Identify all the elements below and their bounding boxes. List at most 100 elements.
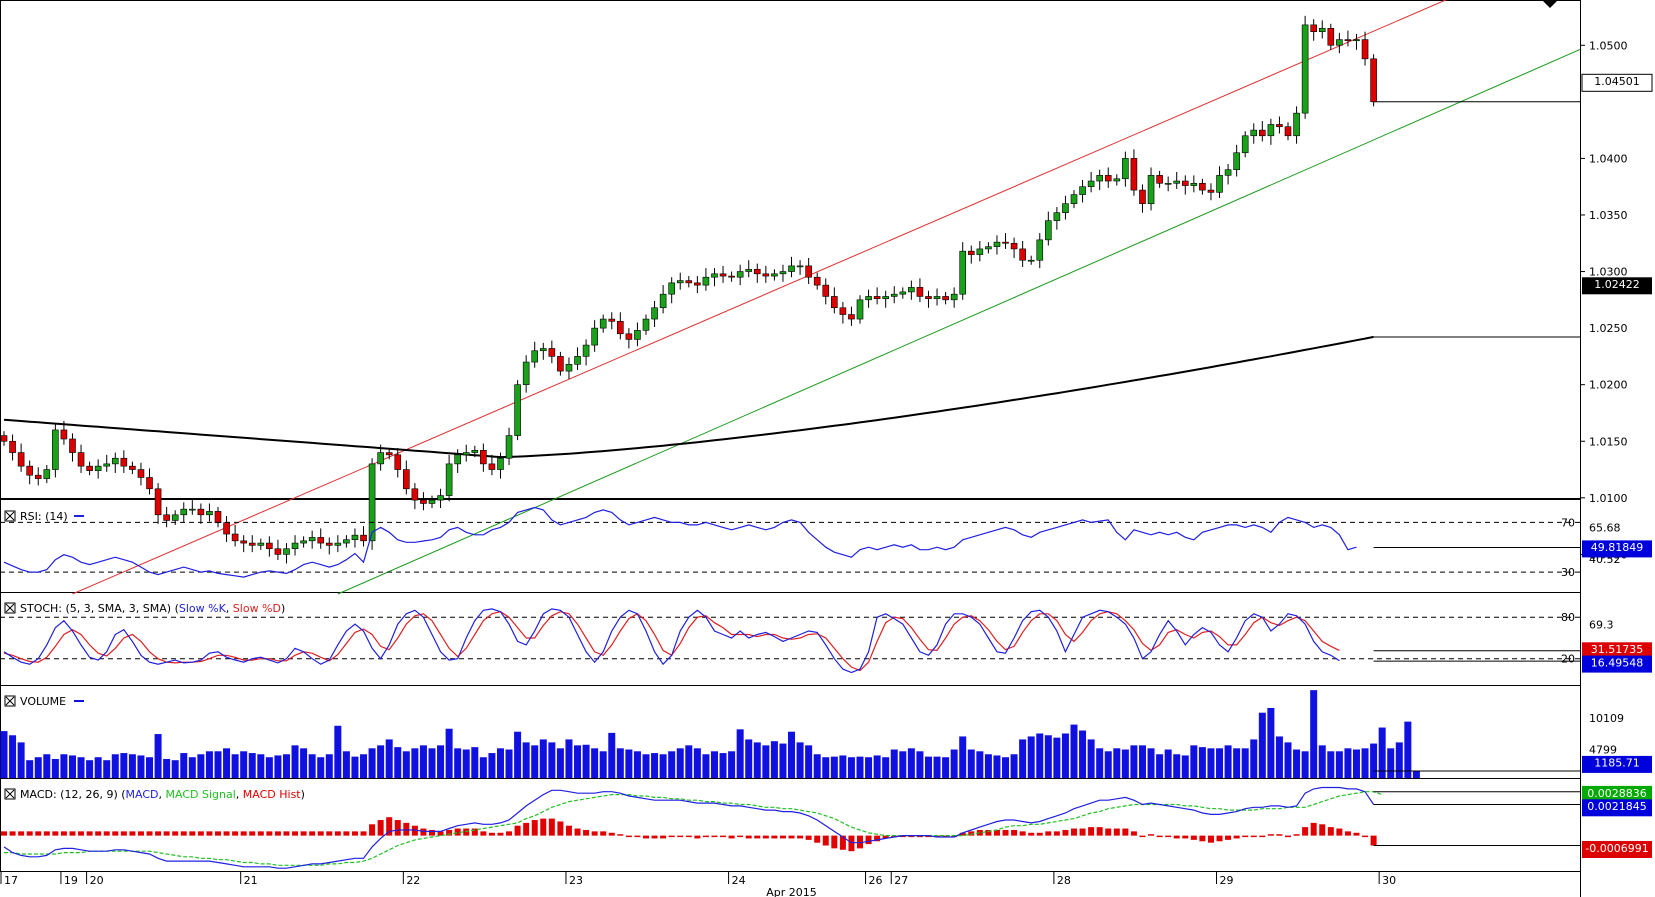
macd-hist-bar xyxy=(643,835,649,839)
macd-hist-bar xyxy=(137,831,144,836)
volume-bar xyxy=(1207,748,1215,778)
macd-close-box[interactable] xyxy=(4,788,16,800)
macd-hist-bar xyxy=(488,832,495,836)
price-badge: 1.04501 xyxy=(1594,75,1640,88)
volume-bar xyxy=(1224,745,1232,778)
volume-bar xyxy=(240,751,248,778)
volume-bar xyxy=(454,748,462,778)
stoch-tick-label: 80 xyxy=(1561,611,1575,624)
candle-bull xyxy=(574,356,581,365)
value-badges: 1.04501 1.02422 49.81849 31.51735 16.495… xyxy=(1581,73,1653,858)
volume-bar xyxy=(300,748,308,778)
macd-hist-bar xyxy=(180,831,187,836)
volume-bar xyxy=(94,757,102,778)
macd-hist-bar xyxy=(240,831,247,836)
candle-bull xyxy=(1250,129,1258,137)
macd-hist-bar xyxy=(18,831,25,836)
macd-hist-bar xyxy=(1225,835,1232,840)
macd-hist-bar xyxy=(206,831,213,836)
candle-bear xyxy=(805,265,812,278)
macd-hist-bar xyxy=(711,835,718,838)
volume-bar xyxy=(248,753,256,778)
volume-bar xyxy=(197,754,205,778)
price-tick-label: 1.0100 xyxy=(1589,492,1628,505)
macd-hist-bar xyxy=(369,824,376,836)
candle-bull xyxy=(736,271,744,278)
candle-bull xyxy=(796,265,804,268)
macd-hist-bar xyxy=(189,831,196,836)
candle-bear xyxy=(1002,241,1009,244)
macd-badge-box xyxy=(1582,799,1652,817)
volume-bar xyxy=(428,748,436,778)
macd-hist-bar xyxy=(1285,835,1291,838)
candle-bear xyxy=(1310,24,1317,32)
stoch-close-box[interactable] xyxy=(4,602,16,614)
volume-bar xyxy=(163,759,171,778)
candle-bull xyxy=(377,452,384,465)
macd-hist-bar xyxy=(146,831,153,836)
candle-bear xyxy=(1199,182,1206,191)
volume-bar xyxy=(471,747,479,778)
volume-bar xyxy=(839,755,847,778)
volume-bar xyxy=(1267,707,1275,778)
volume-bar xyxy=(377,745,385,778)
macd-hist-bar xyxy=(223,831,230,836)
macd-hist-bar xyxy=(737,835,744,838)
volume-bar xyxy=(1327,751,1335,778)
rsi-close-box[interactable] xyxy=(4,510,16,522)
macd-hist-bar xyxy=(471,828,478,836)
volume-bar xyxy=(582,744,590,778)
macd-legend-macd: MACD xyxy=(126,788,159,801)
volume-bar xyxy=(1412,770,1420,778)
candle-bull xyxy=(659,293,667,309)
candle-bull xyxy=(1190,182,1198,186)
candle-bear xyxy=(1181,180,1189,186)
macd-hist-bar xyxy=(1302,827,1309,836)
candle-bear xyxy=(154,488,162,516)
candle-bear xyxy=(403,469,410,490)
volume-bar xyxy=(882,757,890,778)
price-tick-label: 1.0200 xyxy=(1589,379,1628,392)
macd-hist-bar xyxy=(1019,831,1026,836)
volume-bar xyxy=(1293,749,1301,778)
volume-close-box[interactable] xyxy=(4,695,16,707)
candle-bull xyxy=(634,330,641,340)
candle-bull xyxy=(111,457,119,465)
volume-bar xyxy=(411,748,419,778)
candle-bull xyxy=(1301,24,1309,114)
volume-bar xyxy=(514,731,522,778)
candle-bull xyxy=(189,508,196,511)
candle-bull xyxy=(1293,112,1300,137)
volume-bar xyxy=(531,745,539,778)
macd-hist-bar xyxy=(728,835,735,839)
volume-bar xyxy=(146,757,154,778)
candle-bear xyxy=(916,287,924,297)
macd-hist-bar xyxy=(437,831,444,836)
candle-bear xyxy=(719,273,727,277)
macd-hist-bar xyxy=(120,831,127,836)
macd-legend-signal: MACD Signal xyxy=(166,788,236,801)
volume-bar xyxy=(111,754,119,778)
candle-bull xyxy=(206,511,213,516)
stoch-paren-open: ( xyxy=(175,602,179,615)
candle-bear xyxy=(1276,124,1283,128)
macd-hist-bar xyxy=(60,831,67,836)
macd-hist-bar xyxy=(660,835,667,839)
volume-bar xyxy=(659,754,667,778)
macd-hist-bar xyxy=(557,821,564,836)
macd-hist-bar xyxy=(112,831,119,836)
candle-bear xyxy=(1156,175,1163,184)
channel-upper-line xyxy=(72,0,1447,595)
candle-bull xyxy=(882,296,889,299)
candle-bull xyxy=(1079,186,1086,195)
candle-bear xyxy=(753,268,761,275)
price-tick-label: 1.0350 xyxy=(1589,209,1628,222)
candle-bear xyxy=(385,452,393,456)
macd-hist-bar xyxy=(565,825,572,836)
macd-hist-bar xyxy=(848,835,855,852)
macd-hist-bar xyxy=(386,817,393,836)
volume-bar xyxy=(1010,754,1018,778)
volume-bar xyxy=(1190,745,1198,778)
macd-hist-bar xyxy=(968,831,975,836)
